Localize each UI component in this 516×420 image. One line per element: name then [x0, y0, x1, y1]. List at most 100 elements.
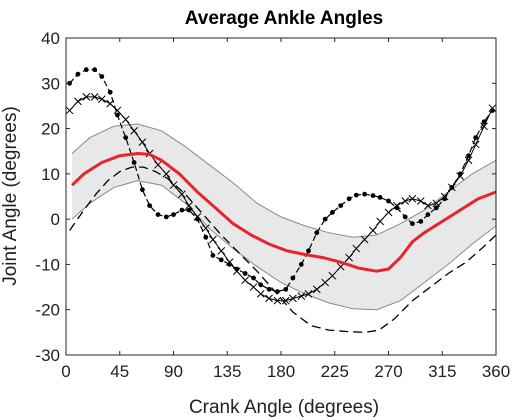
x-tick-label: 225: [321, 362, 349, 381]
cross-marker: [256, 290, 265, 298]
dot-marker: [266, 286, 272, 292]
cross-marker: [352, 244, 361, 253]
cross-marker: [217, 246, 226, 255]
cross-marker: [360, 235, 369, 244]
dashed-line: [69, 166, 497, 334]
cross-marker: [328, 271, 337, 280]
cross-marker: [82, 93, 91, 101]
x-axis-label: Crank Angle (degrees): [189, 397, 379, 418]
dot-marker: [131, 160, 137, 165]
dot-marker: [155, 212, 161, 218]
cross-marker: [138, 138, 147, 147]
cross-marker: [74, 97, 82, 106]
plot-frame: [65, 37, 497, 356]
dot-marker: [179, 207, 185, 213]
series-layer: [65, 67, 497, 334]
dot-marker: [402, 214, 408, 220]
cross-marker: [297, 292, 306, 300]
dot-marker: [275, 289, 280, 294]
cross-marker: [162, 170, 171, 178]
dot-marker: [442, 196, 447, 202]
dot-marker: [171, 212, 176, 218]
dot-marker: [290, 275, 296, 281]
dot-marker: [218, 257, 224, 263]
x-tick-label: 315: [428, 362, 456, 381]
dot-marker: [314, 230, 320, 236]
dot-marker: [322, 216, 328, 222]
band-layer: [71, 123, 497, 311]
series-0: [70, 152, 497, 273]
cross-marker: [97, 95, 106, 103]
dot-marker: [283, 286, 289, 292]
cross-marker: [304, 290, 313, 298]
cross-marker: [471, 140, 480, 149]
plot-area: 0 45 90 135 180 225 270 315 360 40 30 20 10 0 -10 -20 -3…: [35, 29, 510, 381]
x-tick-label: 135: [213, 362, 241, 381]
dot-marker: [227, 262, 233, 267]
dot-marker: [457, 171, 463, 177]
cross-marker: [312, 285, 321, 294]
cross-marker: [130, 126, 138, 135]
dot-marker: [386, 198, 391, 204]
dot-marker: [234, 266, 240, 272]
cross-marker: [185, 201, 193, 210]
dot-marker: [481, 119, 487, 125]
dot-marker: [353, 192, 359, 198]
y-axis-label: Joint Angle (degrees): [0, 106, 21, 286]
cross-marker: [241, 276, 250, 285]
cross-marker: [289, 294, 297, 303]
y-tick-label: -10: [35, 255, 60, 274]
cross-marker: [424, 201, 432, 210]
dot-marker: [298, 262, 304, 267]
dot-marker: [163, 214, 169, 220]
std-band: [72, 124, 496, 310]
dot-marker: [370, 193, 376, 199]
x-tick-label: 45: [110, 362, 129, 381]
cross-marker: [464, 156, 473, 165]
dot-marker: [362, 191, 367, 197]
y-tick-label: -20: [35, 301, 60, 320]
dot-marker: [330, 210, 335, 215]
mean-line: [70, 152, 497, 273]
cross-marker: [169, 181, 178, 190]
dot-marker: [83, 67, 89, 73]
y-tick-label: 30: [41, 74, 60, 93]
dot-marker: [123, 135, 129, 141]
cross-marker: [281, 296, 290, 305]
dot-marker: [490, 108, 495, 113]
band-lower-line: [71, 180, 497, 311]
dot-marker: [306, 248, 311, 254]
cross-marker: [249, 283, 258, 291]
dot-marker: [425, 212, 431, 218]
dot-marker: [410, 221, 415, 227]
dot-marker: [140, 187, 145, 193]
cross-marker: [154, 160, 162, 169]
cross-marker: [480, 122, 488, 131]
chart-title: Average Ankle Angles: [185, 8, 384, 29]
cross-marker: [273, 296, 282, 305]
series-3: [69, 166, 497, 334]
cross-marker: [321, 278, 330, 287]
dot-marker: [338, 203, 344, 209]
tick-layer: 0 45 90 135 180 225 270 315 360 40 30 20 10 0 -10 -20 -3…: [35, 29, 510, 381]
cross-marker: [90, 93, 99, 101]
y-tick-label: 10: [41, 165, 60, 184]
cross-marker: [369, 226, 377, 235]
cross-marker: [345, 253, 353, 262]
dot-marker: [195, 216, 200, 222]
cross-marker: [376, 217, 384, 226]
band-upper-line: [71, 123, 497, 238]
dot-marker: [346, 196, 352, 202]
dot-marker: [394, 205, 400, 211]
cross-marker: [384, 208, 393, 217]
cross-marker: [201, 224, 210, 233]
dot-marker: [99, 74, 105, 79]
cross-marker: [209, 235, 217, 244]
dot-marker: [75, 71, 81, 77]
dot-marker: [92, 67, 98, 73]
dot-marker: [186, 207, 192, 213]
x-tick-label: 270: [374, 362, 402, 381]
dot-marker: [258, 282, 264, 288]
x-tick-label: 180: [267, 362, 295, 381]
dot-marker: [473, 135, 479, 141]
